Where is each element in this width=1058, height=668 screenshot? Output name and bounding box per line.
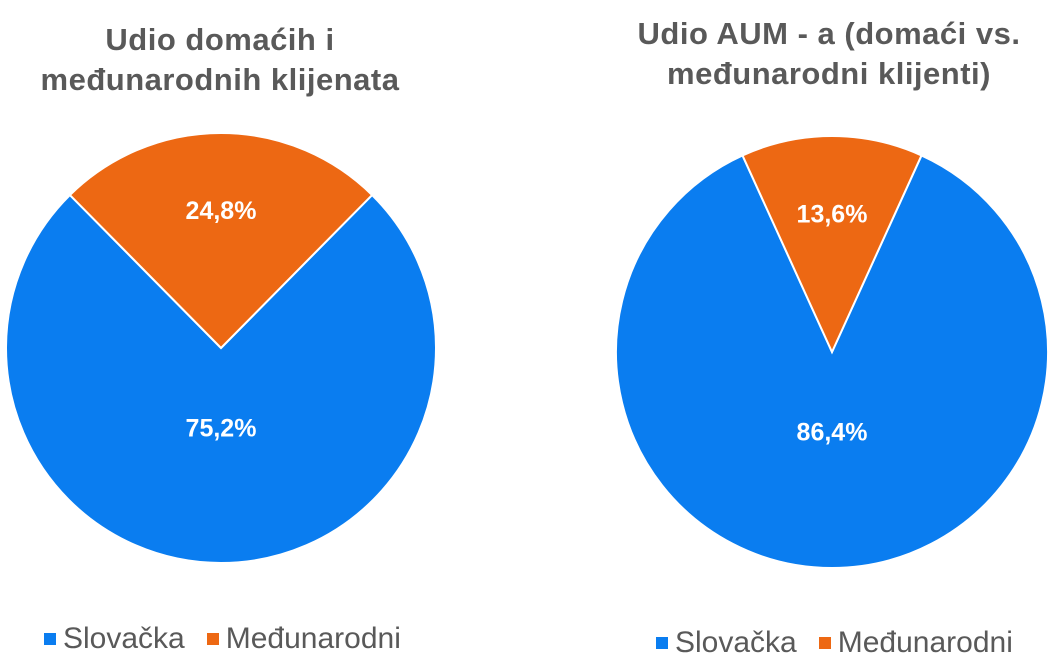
chart-panel-aum-share: Udio AUM - a (domaći vs. međunarodni kli… [600, 0, 1058, 668]
legend-swatch [206, 633, 219, 645]
legend-label: Slovačka [63, 622, 185, 655]
legend-item-medunarodni: Međunarodni [206, 622, 401, 656]
legend-label: Međunarodni [837, 626, 1013, 659]
pie-slice-medunarodni [68, 132, 374, 350]
legend-label: Međunarodni [225, 622, 401, 655]
pie-slice-medunarodni [741, 135, 923, 355]
chart-title-line: Udio domaćih i [105, 22, 335, 57]
legend-swatch [818, 637, 831, 649]
chart-title: Udio domaćih i međunarodnih klijenata [0, 20, 440, 100]
pie-data-label: 13,6% [797, 201, 868, 229]
legend-item-slovacka: Slovačka [44, 622, 185, 656]
legend-swatch [44, 633, 56, 645]
pie-data-label: 75,2% [186, 414, 257, 442]
chart-legend: Slovačka Međunarodni [44, 622, 423, 656]
pie-chart: 86,4% 13,6% [615, 135, 1049, 569]
legend-label: Slovačka [675, 626, 797, 659]
chart-title: Udio AUM - a (domaći vs. međunarodni kli… [600, 14, 1058, 94]
pie-data-label: 86,4% [797, 419, 868, 447]
pie-data-label: 24,8% [186, 197, 257, 225]
chart-panel-domestic-international-clients: Udio domaćih i međunarodnih klijenata 75… [0, 0, 440, 668]
chart-title-line: međunarodni klijenti) [667, 56, 991, 91]
pie-slice-slovacka [615, 154, 1049, 569]
chart-legend: Slovačka Međunarodni [656, 626, 1035, 660]
chart-title-line: Udio AUM - a (domaći vs. [637, 16, 1021, 51]
chart-title-line: međunarodnih klijenata [40, 62, 400, 97]
legend-swatch [656, 637, 668, 649]
pie-slice-slovacka [5, 193, 437, 564]
legend-item-medunarodni: Međunarodni [818, 626, 1013, 660]
pie-chart: 75,2% 24,8% [5, 132, 437, 564]
legend-item-slovacka: Slovačka [656, 626, 797, 660]
